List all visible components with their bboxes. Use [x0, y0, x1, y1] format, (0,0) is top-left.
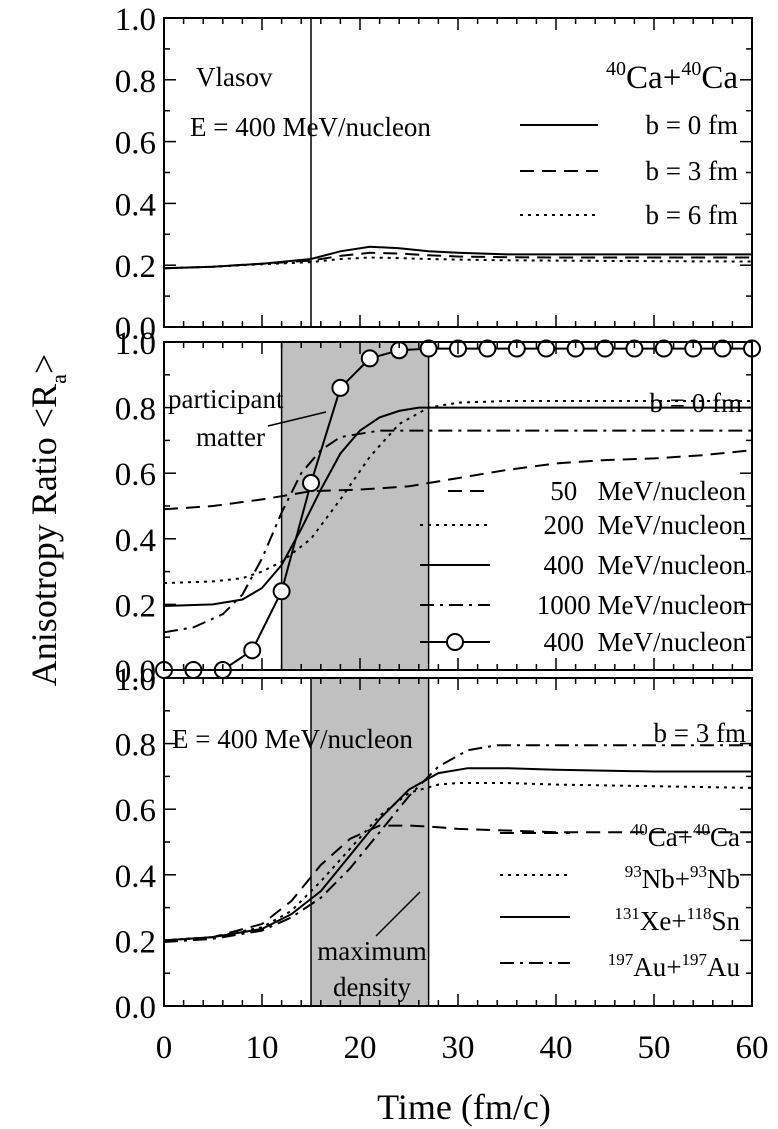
- y-tick-label: 0.0: [115, 990, 156, 1026]
- data-point: [566, 339, 585, 358]
- legend-label-2: b = 3 fm: [646, 156, 738, 186]
- maximum-label: maximum: [317, 936, 427, 966]
- data-point: [625, 339, 644, 358]
- data-point: [360, 349, 379, 368]
- data-point: [331, 378, 350, 397]
- y-tick-label: 1.0: [115, 326, 156, 362]
- y-tick-label: 0.4: [115, 187, 156, 223]
- panel-1: 0.0 0.2 0.4 0.6 0.8 1.0 Vlasov E = 400 MeV/nucl…: [115, 2, 753, 347]
- series-line-4: [163, 744, 752, 943]
- series-line-1: [163, 449, 753, 511]
- legend-label-3: 400 MeV/nucleon: [544, 550, 747, 580]
- y-tick-label: 1.0: [115, 662, 156, 698]
- y-tick-label: 0.8: [115, 392, 156, 428]
- series-line-2: [163, 400, 752, 585]
- impact-label: b = 3 fm: [654, 718, 746, 748]
- x-tick-label: 0: [156, 1030, 173, 1066]
- series-line-3: [163, 406, 752, 607]
- y-axis-title: Anisotropy Ratio <Ra>: [24, 354, 71, 686]
- legend-label-2: 200 MeV/nucleon: [544, 510, 747, 540]
- energy-label: E = 400 MeV/nucleon: [190, 112, 431, 142]
- legend-label-1: 50 MeV/nucleon: [550, 476, 746, 506]
- y-tick-label: 0.4: [115, 859, 156, 895]
- series-line-4: [163, 429, 752, 634]
- panel-2: 0.0 0.2 0.4 0.6 0.8 1.0 b = 0 fm participant mat…: [115, 326, 761, 690]
- y-tick-label: 0.2: [115, 924, 156, 960]
- series-line-3: [163, 767, 752, 942]
- density-label: density: [333, 972, 411, 1002]
- participant-label: participant: [168, 384, 284, 414]
- data-point: [596, 339, 614, 358]
- y-tick-label: 0.2: [115, 249, 156, 285]
- matter-label: matter: [196, 422, 265, 452]
- data-point: [419, 339, 438, 358]
- legend-label-4: 1000 MeV/nucleon: [537, 590, 747, 620]
- data-point: [507, 339, 526, 358]
- x-tick-label: 30: [442, 1030, 475, 1066]
- y-tick-label: 0.6: [115, 126, 156, 162]
- data-point: [302, 474, 320, 493]
- annotation-arrow: [375, 891, 421, 937]
- y-tick-label: 0.2: [115, 588, 156, 624]
- data-point: [537, 339, 556, 358]
- model-label: Vlasov: [196, 62, 273, 92]
- legend-label-3: b = 6 fm: [646, 200, 738, 230]
- annotation-arrow: [267, 411, 327, 427]
- shaded-region: [280, 341, 430, 671]
- legend-label-1: 40Ca+40Ca: [631, 820, 740, 852]
- legend-label-3: 131Xe+118Sn: [614, 904, 740, 936]
- y-tick-label: 0.0: [115, 311, 156, 347]
- data-point: [654, 339, 673, 358]
- impact-label: b = 0 fm: [650, 388, 742, 418]
- data-point: [272, 582, 291, 601]
- legend-label-5: 400 MeV/nucleon: [544, 627, 747, 657]
- data-point: [684, 339, 703, 358]
- legend-label-4: 197Au+197Au: [608, 950, 741, 982]
- energy-label: E = 400 MeV/nucleon: [172, 724, 413, 754]
- y-tick-label: 1.0: [115, 2, 156, 38]
- data-point: [243, 641, 262, 660]
- y-tick-label: 0.6: [115, 793, 156, 829]
- y-tick-label: 0.0: [115, 654, 156, 690]
- system-label: 40Ca+40Ca: [606, 58, 738, 96]
- x-tick-label: 10: [246, 1030, 279, 1066]
- y-tick-label: 0.6: [115, 457, 156, 493]
- legend-marker-5: [446, 633, 464, 651]
- x-tick-label: 40: [540, 1030, 573, 1066]
- data-point: [713, 339, 732, 358]
- x-tick-label: 20: [344, 1030, 377, 1066]
- series-line-3: [163, 256, 753, 270]
- legend-label-1: b = 0 fm: [646, 110, 738, 140]
- panels: 0.0 0.2 0.4 0.6 0.8 1.0 Vlasov E = 400 MeV/nucl…: [115, 2, 769, 1066]
- y-tick-label: 0.8: [115, 728, 156, 764]
- x-tick-label: 60: [736, 1030, 769, 1066]
- data-point: [478, 339, 497, 358]
- y-tick-label: 0.8: [115, 64, 156, 100]
- x-axis-title: Time (fm/c): [377, 1087, 551, 1127]
- panel-3: 0.0 0.2 0.4 0.6 0.8 1.0 E = 400 MeV/nucleon b =…: [115, 662, 769, 1066]
- x-tick-label: 50: [638, 1030, 671, 1066]
- series-line-1: [163, 824, 752, 942]
- y-tick-label: 0.4: [115, 523, 156, 559]
- legend-label-2: 93Nb+93Nb: [625, 862, 740, 894]
